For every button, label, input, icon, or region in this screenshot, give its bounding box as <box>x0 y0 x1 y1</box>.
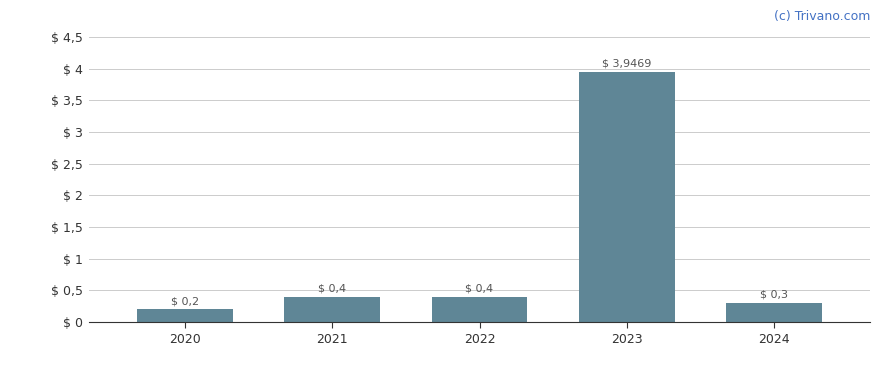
Text: $ 0,2: $ 0,2 <box>170 296 199 306</box>
Bar <box>432 297 527 322</box>
Bar <box>726 303 822 322</box>
Text: (c) Trivano.com: (c) Trivano.com <box>773 10 870 23</box>
Text: $ 3,9469: $ 3,9469 <box>602 59 652 69</box>
Text: $ 0,3: $ 0,3 <box>760 290 789 300</box>
Bar <box>137 309 233 322</box>
Text: $ 0,4: $ 0,4 <box>465 283 494 293</box>
Bar <box>284 297 380 322</box>
Bar <box>579 72 675 322</box>
Text: $ 0,4: $ 0,4 <box>318 283 346 293</box>
